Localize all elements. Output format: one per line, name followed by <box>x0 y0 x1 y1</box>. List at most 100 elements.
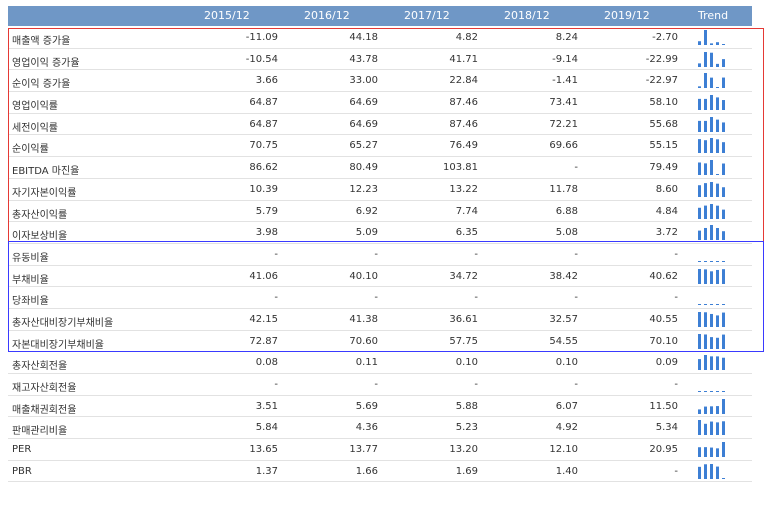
cell-value: 70.60 <box>349 335 378 347</box>
trend-bar <box>716 337 719 349</box>
cell-value: 87.46 <box>449 97 478 109</box>
trend-bar <box>698 466 701 479</box>
trend-bar <box>722 77 725 89</box>
row-label: 총자산대비장기부채비율 <box>12 317 114 329</box>
row-label: 재고자산회전율 <box>12 383 77 394</box>
trend-bar <box>710 52 713 67</box>
row-label: 부채비율 <box>12 274 49 286</box>
trend-bar <box>698 207 701 219</box>
trend-bar <box>704 424 707 436</box>
trend-empty-mark <box>698 304 701 306</box>
trend-bar <box>710 463 713 479</box>
trend-bar <box>710 447 713 458</box>
trend-sparkline <box>698 420 725 436</box>
trend-bar <box>722 398 725 414</box>
trend-bar <box>704 406 707 414</box>
trend-bar <box>704 163 707 176</box>
trend-sparkline <box>698 116 725 132</box>
trend-bar <box>722 442 725 458</box>
cell-value: 40.62 <box>649 270 678 282</box>
cell-value: 5.34 <box>655 422 678 434</box>
row-label: PBR <box>12 465 32 477</box>
trend-bar <box>698 230 701 241</box>
cell-value: 8.24 <box>555 32 578 43</box>
cell-value: 87.46 <box>449 118 478 130</box>
trend-bar <box>698 333 701 349</box>
cell-value: 41.38 <box>349 313 378 325</box>
trend-empty-mark <box>716 391 719 392</box>
trend-sparkline <box>698 311 725 327</box>
header-year-2019: 2019/12 <box>604 9 650 22</box>
trend-bar <box>704 182 707 197</box>
trend-bar <box>698 311 701 327</box>
trend-bar <box>722 421 725 436</box>
trend-bar <box>722 312 725 327</box>
cell-value: 38.42 <box>549 270 578 282</box>
table-row: 매출채권회전율 3.51 5.69 5.88 6.07 11.50 <box>8 396 752 418</box>
trend-bar <box>716 405 719 414</box>
cell-value: 3.98 <box>255 227 278 239</box>
cell-value: 10.39 <box>249 183 278 195</box>
trend-bar <box>716 205 719 219</box>
trend-bar <box>716 315 719 327</box>
trend-sparkline <box>698 138 725 154</box>
trend-sparkline <box>698 391 725 392</box>
cell-value: 13.20 <box>449 444 478 456</box>
cell-value: 64.87 <box>249 97 278 109</box>
cell-value: 4.92 <box>555 422 578 434</box>
header-year-2015: 2015/12 <box>204 9 250 22</box>
trend-bar <box>698 86 701 89</box>
trend-bar <box>722 142 725 154</box>
trend-bar <box>704 228 707 241</box>
table-row: 순이익률 70.75 65.27 76.49 69.66 55.15 <box>8 135 752 158</box>
trend-bar <box>704 51 707 67</box>
cell-value: - <box>674 248 678 260</box>
trend-sparkline <box>698 160 725 176</box>
trend-bar <box>716 119 719 132</box>
trend-empty-mark <box>704 304 707 306</box>
trend-bar <box>698 139 701 154</box>
trend-empty-mark <box>716 304 719 306</box>
cell-value: 70.75 <box>249 140 278 152</box>
cell-value: 1.69 <box>455 465 478 477</box>
trend-sparkline <box>698 463 725 479</box>
row-label: 유동비율 <box>12 252 49 264</box>
cell-value: 86.62 <box>249 162 278 174</box>
cell-value: 12.23 <box>349 183 378 195</box>
table-row: 영업이익 증가율 -10.54 43.78 41.71 -9.14 -22.99 <box>8 49 752 71</box>
cell-value: - <box>274 248 278 260</box>
cell-value: 36.61 <box>449 313 478 325</box>
trend-bar <box>710 203 713 219</box>
trend-bar <box>704 73 707 89</box>
trend-bar <box>710 77 713 89</box>
cell-value: 41.06 <box>249 270 278 282</box>
trend-bar <box>722 44 725 45</box>
cell-value: -1.41 <box>552 75 578 87</box>
trend-bar <box>716 42 719 45</box>
cell-value: - <box>374 248 378 260</box>
cell-value: 5.79 <box>255 205 278 217</box>
cell-value: 13.22 <box>449 183 478 195</box>
cell-value: 0.11 <box>355 357 378 369</box>
cell-value: 44.18 <box>349 32 378 43</box>
trend-sparkline <box>698 225 725 241</box>
trend-bar <box>722 163 725 176</box>
cell-value: -10.54 <box>245 53 278 65</box>
trend-bar <box>704 355 707 371</box>
cell-value: 6.35 <box>455 227 478 239</box>
cell-value: 6.92 <box>355 205 378 217</box>
row-label: 세전이익률 <box>12 122 58 134</box>
cell-value: 70.10 <box>649 335 678 347</box>
cell-value: - <box>574 162 578 174</box>
cell-value: - <box>574 292 578 304</box>
trend-bar <box>704 120 707 132</box>
cell-value: 5.23 <box>455 422 478 434</box>
cell-value: 40.10 <box>349 270 378 282</box>
cell-value: 42.15 <box>249 313 278 325</box>
trend-sparkline <box>698 30 725 45</box>
trend-bar <box>710 336 713 349</box>
cell-value: - <box>274 292 278 304</box>
trend-empty-mark <box>722 477 725 479</box>
cell-value: 58.10 <box>649 97 678 109</box>
trend-bar <box>716 183 719 197</box>
